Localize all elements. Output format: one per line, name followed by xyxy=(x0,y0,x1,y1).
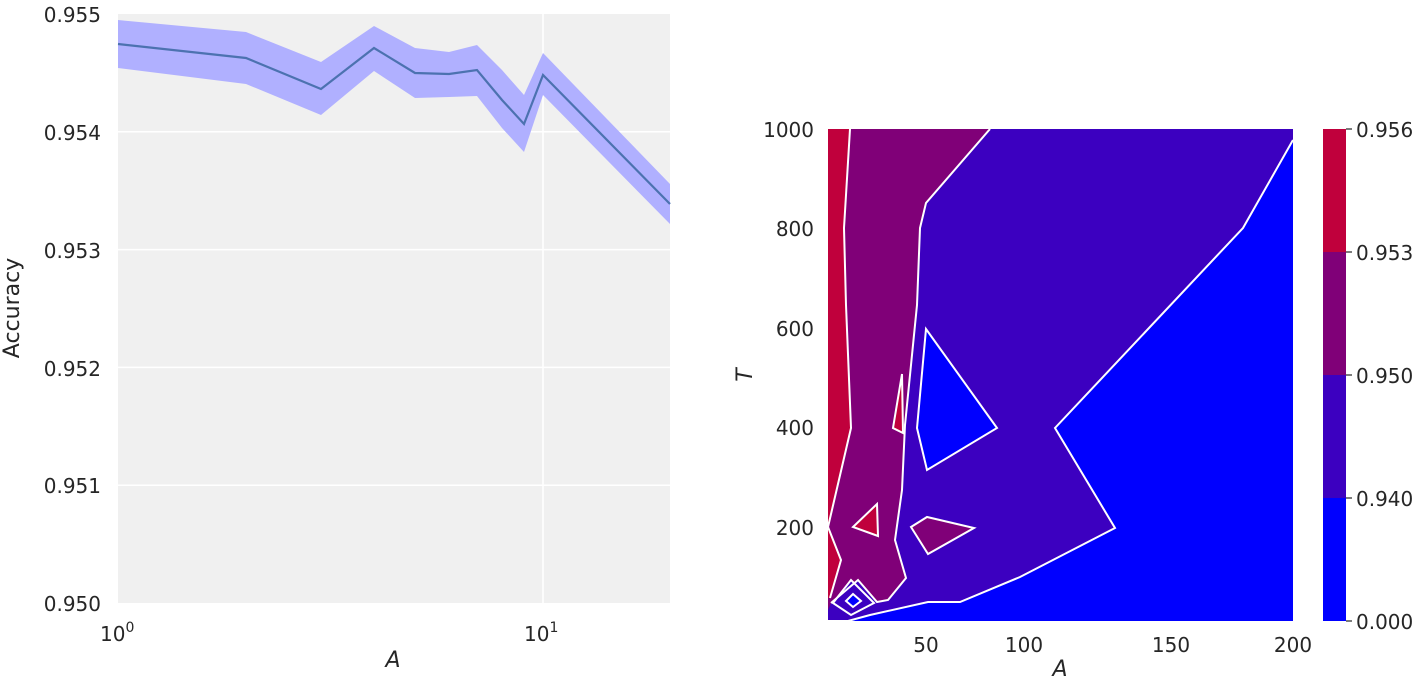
contour-chart: 1000 800 600 400 200 50 100 150 200 A T xyxy=(733,118,1413,677)
contour-y-ticks: 1000 800 600 400 200 xyxy=(763,118,814,540)
y-tick: 0.950 xyxy=(44,592,101,616)
colorbar-segment xyxy=(1323,252,1346,375)
y-tick: 600 xyxy=(776,317,814,341)
line-chart: 0.955 0.954 0.953 0.952 0.951 0.950 100 … xyxy=(0,3,671,673)
contour-level-0.000 xyxy=(915,326,999,472)
contour-level-0.953 xyxy=(828,129,851,598)
y-tick: 1000 xyxy=(763,118,814,142)
x-axis-label: A xyxy=(1050,657,1067,677)
colorbar-tick: 0.950 xyxy=(1356,364,1413,388)
grid-lines xyxy=(118,14,670,603)
confidence-band xyxy=(118,20,670,224)
y-tick: 0.952 xyxy=(44,357,101,381)
contour-level-0.950 xyxy=(828,129,990,610)
colorbar-tick: 0.953 xyxy=(1356,241,1413,265)
x-tick: 100 xyxy=(1005,633,1043,657)
x-tick: 50 xyxy=(913,633,938,657)
colorbar-segment xyxy=(1323,375,1346,498)
contour-level-0.953 xyxy=(891,373,905,435)
x-tick: 150 xyxy=(1152,633,1190,657)
colorbar-tick: 0.000 xyxy=(1356,610,1413,634)
y-tick: 800 xyxy=(776,217,814,241)
y-axis-label: Accuracy xyxy=(0,258,25,358)
x-tick: 200 xyxy=(1274,633,1312,657)
y-tick-labels: 0.955 0.954 0.953 0.952 0.951 0.950 xyxy=(44,3,101,616)
y-tick: 0.954 xyxy=(44,121,101,145)
y-tick: 200 xyxy=(776,516,814,540)
y-tick: 0.953 xyxy=(44,239,101,263)
y-tick: 0.955 xyxy=(44,3,101,27)
y-tick: 0.951 xyxy=(44,474,101,498)
colorbar-segment xyxy=(1323,129,1346,252)
x-tick: 101 xyxy=(524,620,558,646)
colorbar: 0.956 0.953 0.950 0.940 0.000 xyxy=(1323,118,1413,634)
contour-level-0.953 xyxy=(851,501,880,538)
colorbar-segment xyxy=(1323,498,1346,621)
contour-level-0.950 xyxy=(909,515,977,556)
contour-x-ticks: 50 100 150 200 xyxy=(913,633,1312,657)
colorbar-tick: 0.956 xyxy=(1356,118,1413,142)
colorbar-tick: 0.940 xyxy=(1356,487,1413,511)
x-axis-label: A xyxy=(383,648,400,673)
contour-level-0.000 xyxy=(848,140,1293,621)
contour-lines xyxy=(828,129,1293,621)
y-tick: 400 xyxy=(776,416,814,440)
y-axis-label: T xyxy=(733,367,758,382)
accuracy-line xyxy=(117,42,671,205)
contour-level-0.000 xyxy=(844,592,863,609)
x-tick: 100 xyxy=(100,620,134,646)
